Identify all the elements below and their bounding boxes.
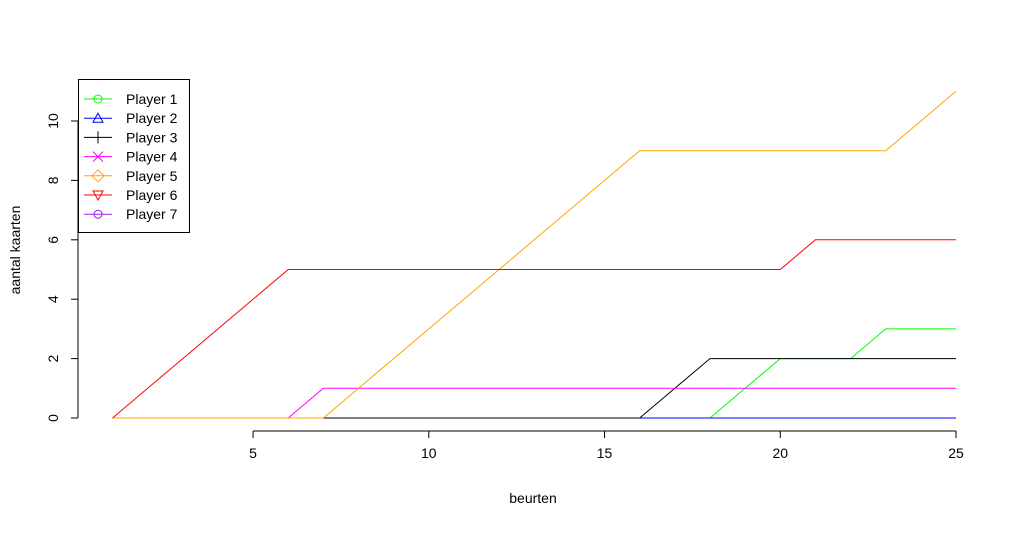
y-tick-label: 0 bbox=[45, 414, 61, 422]
cross-marker-icon bbox=[92, 151, 104, 162]
legend-item: Player 2 bbox=[84, 110, 178, 126]
legend-item: Player 4 bbox=[84, 149, 178, 165]
circle-marker-icon bbox=[93, 94, 103, 104]
series-line-player-4 bbox=[112, 387, 956, 419]
x-tick-label: 15 bbox=[597, 445, 613, 461]
legend-label: Player 4 bbox=[126, 149, 178, 165]
series-line-player-6 bbox=[112, 239, 956, 419]
series-lines bbox=[112, 90, 957, 419]
legend-item: Player 6 bbox=[84, 187, 178, 203]
x-axis-label: beurten bbox=[509, 490, 556, 506]
y-tick-label: 8 bbox=[45, 176, 61, 184]
y-tick-label: 4 bbox=[45, 295, 61, 303]
axes: 5 10 15 20 25 0 2 4 6 8 10 bbox=[45, 113, 964, 461]
x-tick-label: 20 bbox=[772, 445, 788, 461]
y-axis-label: aantal kaarten bbox=[7, 206, 23, 295]
legend-label: Player 2 bbox=[126, 110, 178, 126]
y-tick-label: 6 bbox=[45, 236, 61, 244]
diamond-marker-icon bbox=[91, 169, 105, 183]
triangle-marker-icon bbox=[92, 112, 104, 123]
legend-item: Player 7 bbox=[84, 206, 178, 222]
y-tick-label: 10 bbox=[45, 113, 61, 129]
legend-label: Player 6 bbox=[126, 187, 178, 203]
legend-item: Player 3 bbox=[84, 129, 178, 145]
x-tick-label: 10 bbox=[421, 445, 437, 461]
legend-item: Player 5 bbox=[84, 168, 178, 184]
legend-item: Player 1 bbox=[84, 91, 178, 107]
y-tick-label: 2 bbox=[45, 354, 61, 362]
legend-label: Player 1 bbox=[126, 91, 178, 107]
series-line-player-1 bbox=[112, 328, 956, 419]
series-line-player-5 bbox=[112, 90, 957, 419]
legend: Player 1 Player 2 Player 3 Player 4 Player 5… bbox=[78, 79, 190, 233]
x-tick-label: 25 bbox=[948, 445, 964, 461]
legend-label: Player 5 bbox=[126, 168, 178, 184]
legend-label: Player 7 bbox=[126, 206, 178, 222]
x-tick-label: 5 bbox=[249, 445, 257, 461]
triangle-down-marker-icon bbox=[92, 190, 104, 202]
circle-plus-marker-icon bbox=[93, 209, 103, 219]
legend-label: Player 3 bbox=[126, 129, 178, 145]
